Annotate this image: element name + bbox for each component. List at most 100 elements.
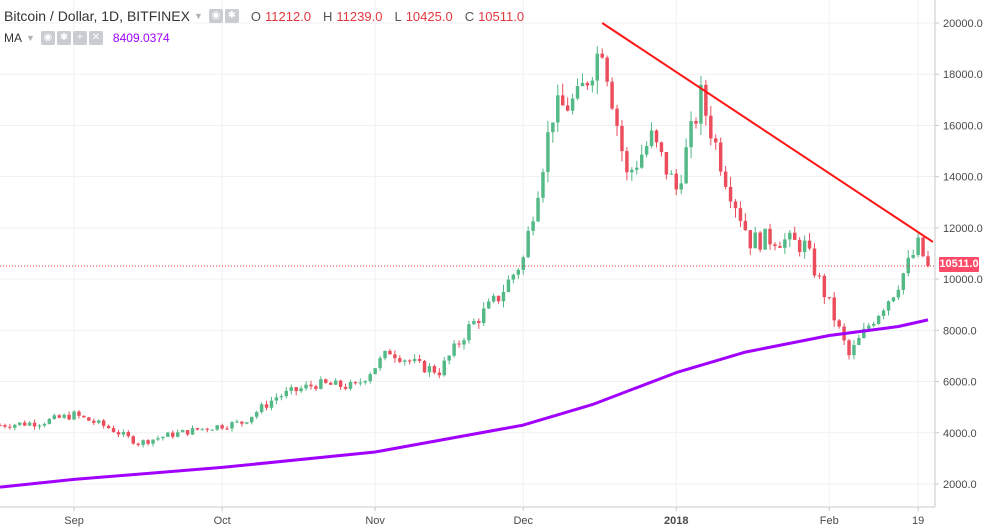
candle-body (763, 228, 767, 250)
candle-body (901, 273, 906, 290)
candle-body (457, 343, 461, 345)
candle-body (447, 355, 451, 361)
candlestick-series (0, 46, 930, 448)
visibility-icon[interactable]: ◉ (208, 9, 223, 23)
candle-body (126, 432, 131, 437)
candle-body (649, 130, 654, 147)
candle-body (437, 372, 442, 376)
ma-legend: MA ▼ ◉ ✱ + ✕ 8409.0374 (4, 31, 170, 45)
candle-body (407, 360, 412, 362)
candle-body (82, 415, 86, 418)
candle-body (319, 379, 323, 389)
y-tick-label: 18000.0 (943, 69, 983, 81)
candle-body (728, 186, 733, 202)
candle-body (215, 425, 219, 430)
close-icon[interactable]: ✕ (88, 31, 103, 45)
settings-icon[interactable]: ✱ (56, 31, 71, 45)
candle-body (570, 98, 575, 111)
candle-body (353, 382, 358, 384)
chevron-down-icon[interactable]: ▼ (193, 11, 203, 21)
x-tick-label: Feb (820, 515, 839, 527)
candle-body (432, 366, 437, 373)
candle-body (753, 232, 757, 249)
candle-body (501, 291, 506, 302)
candle-body (792, 232, 797, 240)
candle-body (654, 130, 659, 143)
candle-body (412, 358, 417, 362)
low-label: L (394, 8, 402, 24)
candle-body (659, 142, 664, 152)
candle-body (857, 338, 861, 345)
candle-body (758, 232, 762, 250)
candle-body (383, 350, 387, 359)
candle-body (131, 436, 136, 444)
candle-body (403, 360, 407, 362)
chevron-down-icon[interactable]: ▼ (26, 33, 35, 43)
candle-body (190, 428, 195, 435)
candle-body (556, 95, 560, 123)
visibility-icon[interactable]: ◉ (40, 31, 55, 45)
candle-body (783, 239, 787, 248)
candle-body (773, 244, 777, 247)
candle-body (57, 415, 61, 418)
candle-body (47, 418, 52, 424)
candle-body (250, 416, 254, 423)
candle-body (388, 350, 392, 355)
candle-body (338, 380, 343, 387)
candle-body (644, 146, 649, 155)
candle-body (8, 426, 12, 428)
candle-body (220, 425, 224, 429)
candle-body (235, 421, 239, 423)
candle-body (511, 274, 516, 280)
candle-body (378, 358, 382, 369)
candle-body (284, 390, 289, 397)
candle-body (269, 400, 274, 408)
candle-body (886, 301, 891, 311)
y-tick-label: 8000.0 (943, 325, 977, 337)
candle-body (77, 411, 81, 416)
candle-body (610, 81, 614, 109)
candle-body (442, 360, 446, 376)
trend-line (601, 22, 934, 243)
y-tick-label: 10000.0 (943, 274, 983, 286)
candle-body (699, 84, 703, 124)
last-price-tag: 10511.0 (939, 257, 979, 272)
close-label: C (464, 8, 475, 24)
candle-body (210, 429, 214, 431)
candle-body (171, 432, 175, 437)
candle-body (166, 432, 170, 437)
x-tick-label: Sep (64, 515, 84, 527)
y-tick-label: 2000.0 (943, 479, 977, 491)
candle-body (862, 328, 866, 339)
candle-body (560, 95, 565, 106)
candle-body (639, 154, 644, 168)
x-tick-label: 19 (912, 515, 924, 527)
candle-body (111, 428, 116, 433)
candle-body (116, 432, 121, 435)
candle-body (393, 354, 397, 359)
candle-body (398, 358, 402, 362)
low-value: 10425.0 (405, 8, 453, 24)
candle-body (595, 53, 600, 81)
candle-body (891, 297, 896, 302)
candle-body (896, 289, 901, 298)
candle-body (195, 428, 200, 430)
y-tick-label: 12000.0 (943, 223, 983, 235)
candle-body (452, 343, 456, 356)
candle-body (704, 84, 708, 116)
candle-body (486, 301, 491, 309)
candle-body (472, 321, 476, 325)
annotation-layer (0, 22, 935, 267)
candle-body (62, 414, 66, 418)
open-value: 11212.0 (265, 8, 312, 24)
candle-body (121, 432, 126, 435)
grid-lines (0, 0, 935, 507)
candle-body (788, 232, 792, 240)
candle-body (67, 414, 71, 420)
settings-icon[interactable]: ✱ (224, 9, 239, 23)
candle-body (373, 368, 377, 375)
candle-body (605, 57, 609, 82)
add-icon[interactable]: + (72, 31, 87, 45)
candle-body (333, 380, 338, 385)
